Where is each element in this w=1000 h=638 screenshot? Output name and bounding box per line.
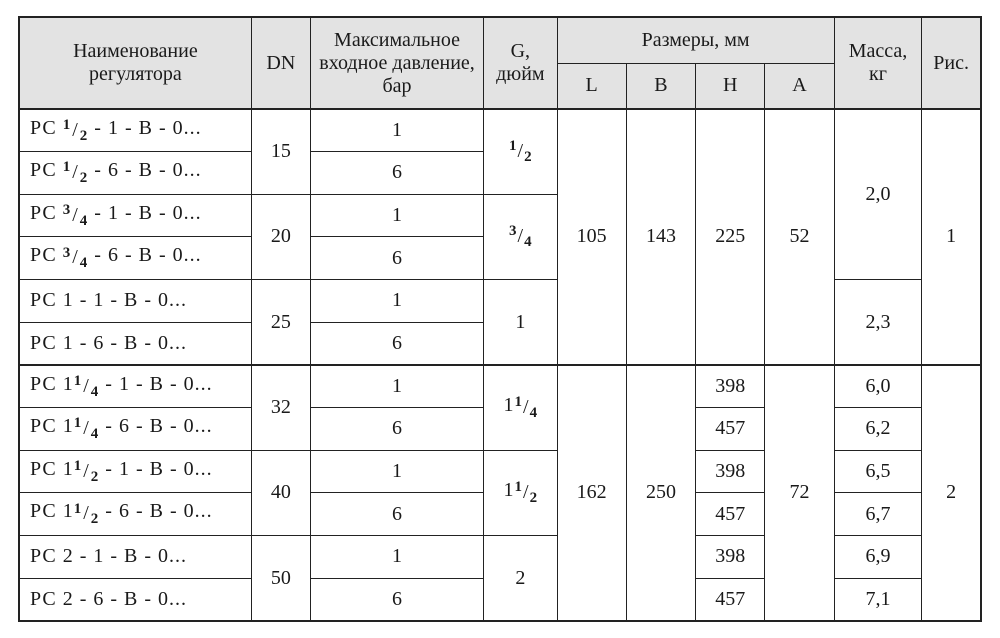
mass-cell: 6,5 (834, 450, 922, 493)
pmax-cell: 6 (310, 578, 483, 621)
name-cell: РС 11/4 - 1 - В - 0... (19, 365, 251, 408)
pmax-cell: 1 (310, 450, 483, 493)
regulator-spec-table: Наименование регулятора DN Максимальное … (18, 16, 982, 622)
pmax-cell: 1 (310, 280, 483, 323)
pmax-cell: 6 (310, 408, 483, 451)
A-cell: 72 (765, 365, 834, 621)
pmax-cell: 1 (310, 536, 483, 579)
H-cell: 457 (696, 408, 765, 451)
B-cell: 250 (626, 365, 695, 621)
name-cell: РС 2 - 6 - В - 0... (19, 578, 251, 621)
H-cell: 457 (696, 578, 765, 621)
name-cell: РС 11/2 - 6 - В - 0... (19, 493, 251, 536)
dn-cell: 20 (251, 194, 310, 279)
g-cell: 11/2 (484, 450, 557, 535)
pmax-cell: 1 (310, 194, 483, 237)
name-cell: РС 1 - 6 - В - 0... (19, 322, 251, 365)
dn-cell: 32 (251, 365, 310, 450)
g-cell: 1/2 (484, 109, 557, 194)
col-L: L (557, 63, 626, 109)
H-cell: 225 (696, 109, 765, 365)
fig-cell: 1 (922, 109, 981, 365)
g-cell: 2 (484, 536, 557, 621)
name-cell: РС 1 - 1 - В - 0... (19, 280, 251, 323)
g-cell: 3/4 (484, 194, 557, 279)
L-cell: 105 (557, 109, 626, 365)
name-cell: РС 1/2 - 6 - В - 0... (19, 152, 251, 195)
mass-cell: 6,9 (834, 536, 922, 579)
H-cell: 457 (696, 493, 765, 536)
H-cell: 398 (696, 450, 765, 493)
pmax-cell: 6 (310, 152, 483, 195)
name-cell: РС 2 - 1 - В - 0... (19, 536, 251, 579)
dn-cell: 15 (251, 109, 310, 194)
table-body: РС 1/2 - 1 - В - 0... 15 1 1/2 105 143 2… (19, 109, 981, 621)
col-fig: Рис. (922, 17, 981, 109)
mass-cell: 7,1 (834, 578, 922, 621)
dn-cell: 40 (251, 450, 310, 535)
H-cell: 398 (696, 536, 765, 579)
name-cell: РС 11/2 - 1 - В - 0... (19, 450, 251, 493)
A-cell: 52 (765, 109, 834, 365)
mass-cell: 6,0 (834, 365, 922, 408)
name-cell: РС 1/2 - 1 - В - 0... (19, 109, 251, 152)
col-name: Наименование регулятора (19, 17, 251, 109)
col-A: A (765, 63, 834, 109)
g-cell: 11/4 (484, 365, 557, 450)
g-cell: 1 (484, 280, 557, 365)
L-cell: 162 (557, 365, 626, 621)
name-cell: РС 3/4 - 1 - В - 0... (19, 194, 251, 237)
dn-cell: 50 (251, 536, 310, 621)
col-B: B (626, 63, 695, 109)
mass-cell: 6,7 (834, 493, 922, 536)
col-mass: Масса, кг (834, 17, 922, 109)
pmax-cell: 1 (310, 109, 483, 152)
H-cell: 398 (696, 365, 765, 408)
name-cell: РС 3/4 - 6 - В - 0... (19, 237, 251, 280)
mass-cell: 2,0 (834, 109, 922, 280)
col-H: H (696, 63, 765, 109)
col-pmax: Максимальное входное давление, бар (310, 17, 483, 109)
dn-cell: 25 (251, 280, 310, 365)
mass-cell: 6,2 (834, 408, 922, 451)
col-dims: Размеры, мм (557, 17, 834, 63)
table-header: Наименование регулятора DN Максимальное … (19, 17, 981, 109)
pmax-cell: 6 (310, 493, 483, 536)
name-cell: РС 11/4 - 6 - В - 0... (19, 408, 251, 451)
B-cell: 143 (626, 109, 695, 365)
mass-cell: 2,3 (834, 280, 922, 365)
col-dn: DN (251, 17, 310, 109)
pmax-cell: 6 (310, 322, 483, 365)
pmax-cell: 6 (310, 237, 483, 280)
col-g: G, дюйм (484, 17, 557, 109)
fig-cell: 2 (922, 365, 981, 621)
pmax-cell: 1 (310, 365, 483, 408)
